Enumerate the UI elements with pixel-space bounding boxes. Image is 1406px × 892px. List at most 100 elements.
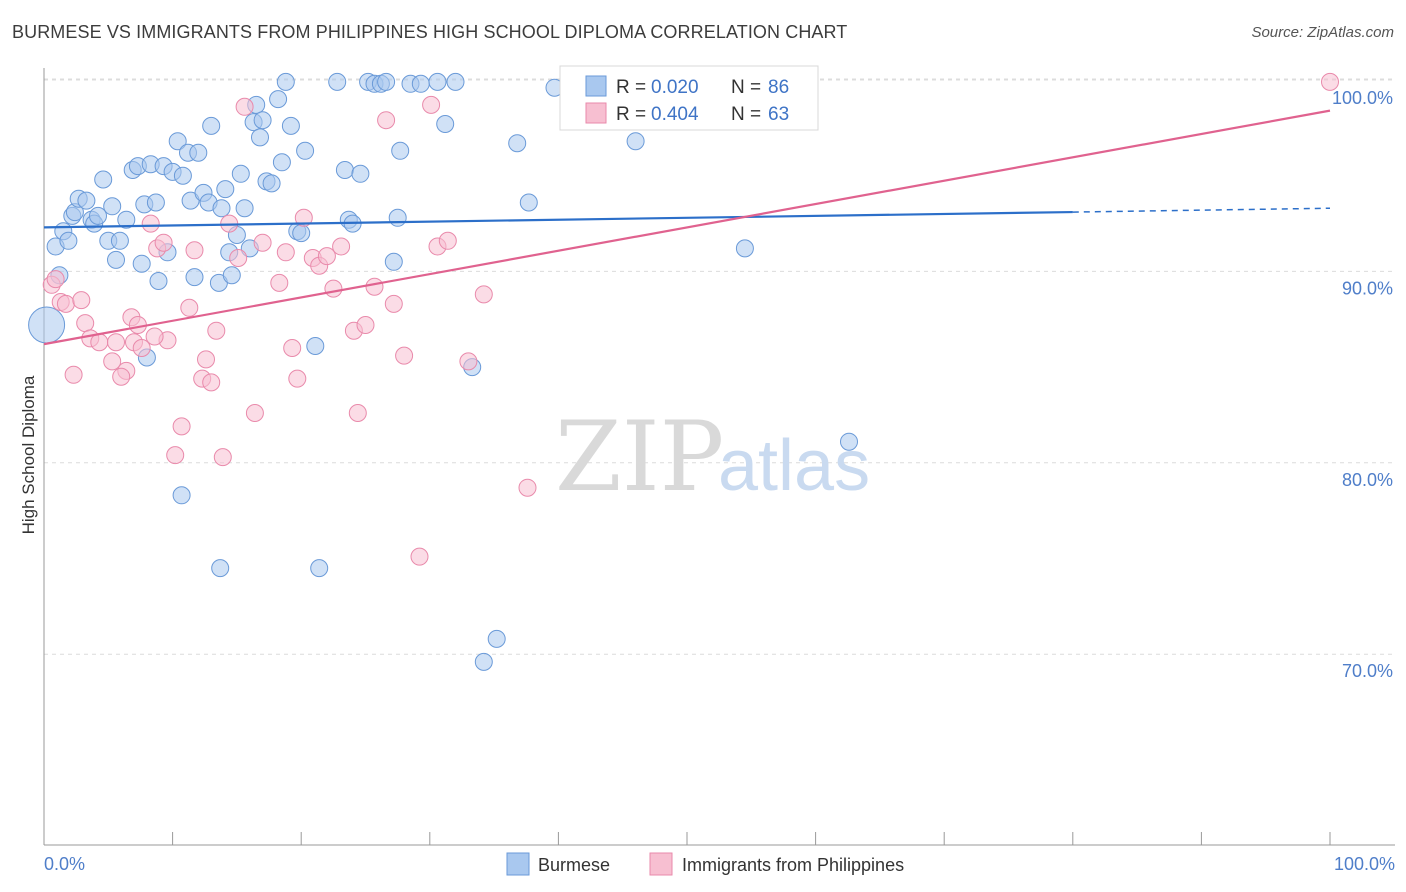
burmese-point (272, 153, 291, 172)
burmese-point (251, 128, 269, 147)
burmese-point (377, 72, 396, 91)
burmese-point (487, 629, 506, 648)
y-axis-title: High School Diploma (19, 375, 38, 534)
philippines-point (172, 417, 191, 436)
philippines-point (377, 111, 396, 130)
y-tick-label: 90.0% (1342, 278, 1393, 298)
bottom-legend-label-burmese: Burmese (538, 855, 610, 875)
philippines-point (56, 294, 75, 313)
legend-r-label-philippines: R = (616, 104, 646, 125)
philippines-point (46, 270, 65, 289)
burmese-point (840, 432, 858, 451)
burmese-point (262, 174, 281, 193)
burmese-point (110, 231, 129, 250)
legend-r-value-burmese: 0.020 (651, 77, 699, 98)
burmese-point (202, 116, 221, 135)
burmese-point (292, 224, 311, 243)
philippines-point (235, 97, 254, 116)
burmese-point (411, 74, 430, 93)
chart-title: BURMESE VS IMMIGRANTS FROM PHILIPPINES H… (12, 22, 848, 42)
burmese-point (212, 199, 231, 218)
burmese-point (436, 115, 455, 133)
legend-n-value-burmese: 86 (768, 77, 789, 98)
burmese-point (28, 306, 66, 344)
philippines-point (384, 294, 403, 313)
burmese-point (77, 191, 96, 210)
burmese-point (253, 111, 272, 130)
burmese-point (269, 90, 288, 109)
burmese-point (59, 231, 78, 250)
series-legend: Burmese Immigrants from Philippines (506, 852, 904, 876)
philippines-point (64, 365, 83, 384)
burmese-point (351, 164, 370, 183)
philippines-point (288, 369, 307, 388)
philippines-point (202, 373, 221, 392)
gridlines (44, 78, 1395, 655)
philippines-point (459, 352, 478, 371)
philippines-points (42, 72, 1339, 566)
philippines-point (324, 279, 343, 298)
burmese-points (28, 72, 858, 671)
burmese-point (276, 72, 295, 91)
philippines-point (141, 214, 160, 233)
bottom-legend-label-philippines: Immigrants from Philippines (682, 855, 904, 875)
burmese-point (103, 197, 122, 216)
philippines-point (180, 298, 199, 317)
philippines-point (245, 404, 264, 422)
burmese-point (222, 266, 241, 285)
philippines-point (76, 314, 95, 333)
y-tick-label: 100.0% (1332, 88, 1393, 108)
correlation-legend: R = 0.020 N = 86 R = 0.404 N = 63 (559, 65, 819, 131)
burmese-point (306, 337, 325, 355)
burmese-point (216, 180, 235, 199)
legend-n-label-burmese: N = (731, 77, 761, 98)
burmese-point (231, 164, 250, 183)
burmese-point (107, 250, 125, 269)
burmese-point (173, 166, 192, 185)
burmese-point (335, 161, 354, 179)
x-tick-label-min: 0.0% (44, 854, 85, 874)
philippines-point (72, 291, 91, 310)
y-tick-label: 70.0% (1342, 661, 1393, 681)
legend-n-value-philippines: 63 (768, 104, 789, 125)
burmese-trend-line (43, 210, 1073, 229)
philippines-point (356, 316, 375, 334)
philippines-point (132, 339, 151, 357)
bottom-legend-swatch-burmese (506, 852, 530, 876)
burmese-point (519, 193, 538, 212)
burmese-point (281, 116, 300, 135)
x-axis-ticks (172, 832, 1331, 845)
y-tick-labels: 70.0% 80.0% 90.0% 100.0% (1332, 88, 1393, 681)
philippines-point (1321, 72, 1339, 91)
philippines-point (283, 339, 302, 357)
philippines-point (154, 233, 173, 252)
philippines-point (474, 285, 493, 304)
burmese-point (117, 210, 136, 229)
burmese-point (626, 132, 645, 151)
philippines-point (422, 95, 441, 114)
philippines-point (410, 547, 429, 566)
burmese-point (149, 272, 168, 290)
philippines-point (518, 478, 537, 497)
y-tick-label: 80.0% (1342, 470, 1393, 490)
philippines-point (207, 321, 226, 340)
burmese-point (211, 559, 230, 578)
burmese-trend-extension (1072, 207, 1331, 213)
burmese-point (328, 72, 347, 91)
philippines-point (348, 404, 367, 422)
philippines-point (365, 277, 384, 296)
burmese-point (146, 193, 165, 212)
philippines-point (332, 237, 351, 256)
burmese-point (310, 559, 329, 578)
burmese-point (428, 72, 447, 91)
burmese-point (446, 72, 465, 91)
burmese-point (185, 268, 204, 287)
burmese-point (235, 199, 254, 218)
philippines-point (166, 446, 185, 465)
burmese-point (296, 141, 315, 160)
philippines-point (103, 352, 122, 371)
legend-swatch-burmese (585, 75, 607, 97)
philippines-point (253, 233, 272, 252)
burmese-point (388, 208, 407, 227)
x-tick-label-max: 100.0% (1334, 854, 1395, 874)
